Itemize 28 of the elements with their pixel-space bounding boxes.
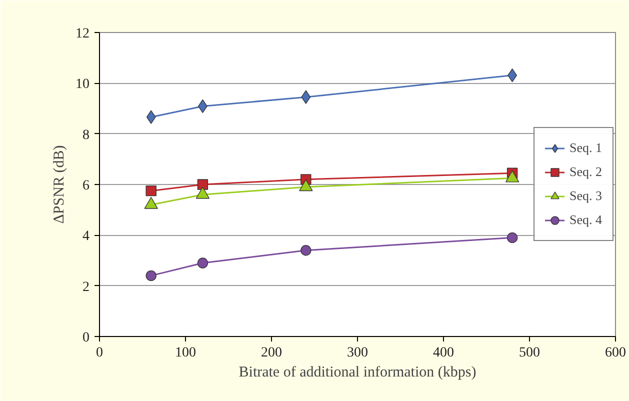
legend-label: Seq. 4 (570, 212, 602, 228)
x-tick-label: 300 (347, 346, 368, 360)
point (146, 270, 156, 282)
point (146, 110, 156, 124)
x-axis-title: Bitrate of additional information (kbps) (238, 364, 476, 380)
y-tick-label: 8 (82, 128, 90, 143)
legend-label: Seq. 3 (570, 188, 602, 204)
point (506, 232, 518, 244)
legend-label: Seq. 1 (570, 140, 602, 156)
point (146, 185, 156, 196)
y-tick-label: 12 (76, 26, 90, 42)
y-tick-label: 10 (76, 77, 90, 92)
y-tick-label: 2 (82, 280, 90, 295)
y-axis-title: ΔPSNR (dB) (52, 145, 68, 224)
x-tick-label: 200 (261, 346, 282, 360)
point (197, 258, 208, 268)
point (300, 245, 312, 256)
x-tick-label: 0 (96, 346, 103, 360)
point (197, 179, 208, 190)
legend-label: Seq. 2 (570, 164, 602, 180)
x-tick-label: 100 (175, 346, 196, 360)
x-tick-label: 400 (433, 346, 454, 360)
x-tick-label: 500 (519, 346, 540, 360)
x-tick-label: 600 (605, 346, 626, 360)
y-tick-label: 0 (82, 330, 90, 346)
y-tick-label: 6 (82, 178, 90, 194)
point (301, 90, 311, 104)
y-tick-label: 4 (82, 229, 90, 244)
